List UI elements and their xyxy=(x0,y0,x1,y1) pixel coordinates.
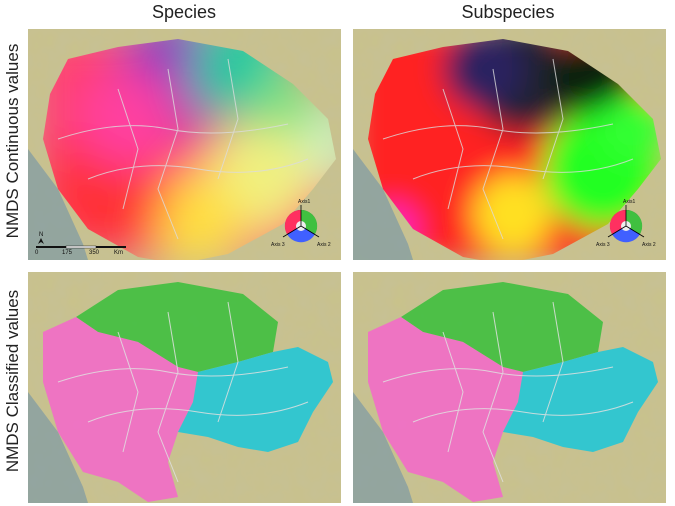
color-wheel-legend-2: Axis1 Axis 2 Axis 3 xyxy=(596,196,656,252)
column-title-subspecies: Subspecies xyxy=(461,2,555,22)
map-subspecies-continuous: Axis1 Axis 2 Axis 3 xyxy=(353,29,666,260)
north-arrow-icon xyxy=(38,238,44,244)
scale-tick-175: 175 xyxy=(62,250,73,254)
row-title-continuous: NMDS Continuous values xyxy=(3,43,22,239)
color-wheel-legend: Axis1 Axis 2 Axis 3 xyxy=(271,196,331,252)
axis1-label: Axis1 xyxy=(298,199,310,205)
scale-tick-0: 0 xyxy=(35,250,39,254)
axis1-label: Axis1 xyxy=(623,199,635,205)
map-species-classified xyxy=(28,272,341,503)
map-subspecies-classified xyxy=(353,272,666,503)
scale-tick-350: 350 xyxy=(89,250,100,254)
scale-unit: Km xyxy=(114,250,123,254)
map-species-continuous: N 0 175 350 Km Axis1 Axis 2 Axis 3 xyxy=(28,29,341,260)
north-arrow-label: N xyxy=(39,232,43,238)
column-title-species: Species xyxy=(151,2,217,22)
axis3-label: Axis 3 xyxy=(596,242,610,248)
scale-bar: N 0 175 350 Km xyxy=(34,230,129,254)
axis3-label: Axis 3 xyxy=(271,242,285,248)
axis2-label: Axis 2 xyxy=(317,242,331,248)
axis2-label: Axis 2 xyxy=(642,242,656,248)
row-title-classified: NMDS Classified values xyxy=(3,289,22,473)
